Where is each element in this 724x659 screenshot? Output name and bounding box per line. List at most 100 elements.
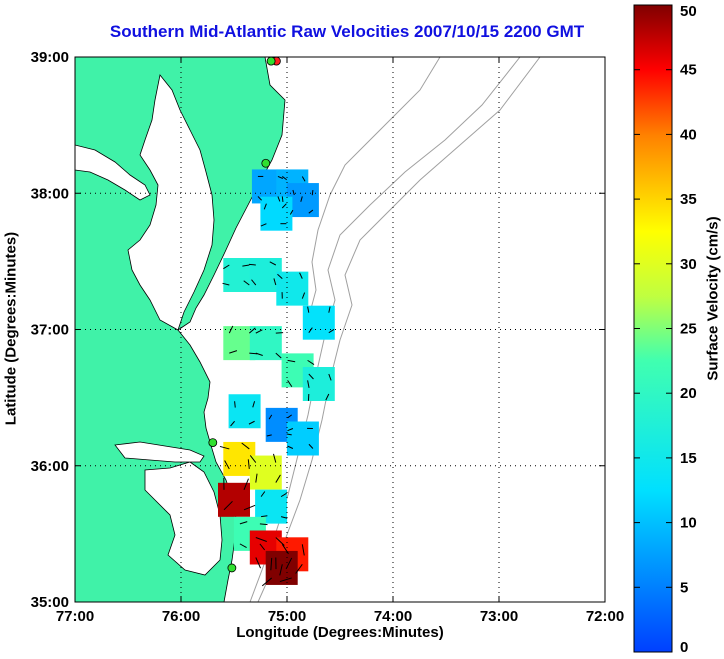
- radar-stations: [208, 57, 281, 573]
- velocity-field: [218, 169, 335, 587]
- velocity-arrow: [248, 263, 256, 266]
- velocity-arrow: [247, 459, 250, 469]
- velocity-arrow: [311, 190, 314, 196]
- x-axis-ticks: 77:00 76:00 75:00 74:00 73:00 72:00: [56, 57, 624, 625]
- velocity-arrow: [229, 350, 238, 354]
- velocity-arrow: [251, 279, 257, 286]
- colorbar-tick-label: 25: [680, 321, 697, 338]
- velocity-arrow: [230, 420, 235, 427]
- colorbar-tick-label: 40: [680, 126, 697, 143]
- velocity-cell: [249, 326, 282, 361]
- velocity-arrow: [273, 278, 277, 286]
- velocity-arrow: [308, 443, 314, 449]
- bathymetry-contour: [257, 57, 541, 602]
- colorbar-tick-label: 15: [680, 450, 697, 467]
- velocity-arrow: [243, 280, 250, 286]
- velocity-cell: [302, 367, 335, 401]
- x-tick-label: 77:00: [56, 608, 94, 625]
- x-tick-label: 76:00: [162, 608, 200, 625]
- velocity-arrow: [308, 209, 314, 214]
- velocity-arrow: [257, 196, 262, 201]
- velocity-arrow: [241, 442, 250, 450]
- velocity-arrow: [224, 460, 230, 470]
- velocity-arrow: [255, 557, 262, 569]
- velocity-arrow: [301, 544, 305, 556]
- y-axis-ticks: 39:00 38:00 37:00 36:00 35:00: [31, 49, 605, 611]
- x-axis-label: Longitude (Degrees:Minutes): [236, 624, 444, 641]
- velocity-arrow: [287, 445, 294, 449]
- colorbar-tick-label: 45: [680, 62, 697, 79]
- velocity-arrow: [242, 264, 250, 267]
- velocity-arrow: [289, 209, 294, 215]
- velocity-arrow: [259, 543, 266, 551]
- velocity-arrow: [287, 380, 293, 388]
- colorbar-tick-label: 5: [680, 579, 688, 596]
- velocity-arrow: [279, 564, 283, 576]
- velocity-arrow: [270, 557, 273, 571]
- velocity-arrow: [277, 196, 281, 202]
- x-tick-label: 72:00: [586, 608, 624, 625]
- y-tick-label: 37:00: [31, 322, 69, 339]
- velocity-arrow: [255, 473, 258, 483]
- velocity-arrow: [219, 445, 230, 450]
- velocity-arrow: [328, 328, 335, 334]
- y-tick-label: 38:00: [31, 185, 69, 202]
- x-tick-label: 75:00: [268, 608, 306, 625]
- velocity-arrow: [275, 352, 282, 359]
- velocity-arrow: [248, 327, 256, 334]
- x-tick-label: 73:00: [480, 608, 518, 625]
- velocity-arrow: [299, 272, 303, 279]
- velocity-arrow: [243, 504, 256, 511]
- velocity-arrow: [259, 523, 268, 526]
- velocity-arrow: [328, 373, 332, 381]
- velocity-arrow: [301, 292, 306, 299]
- velocity-cell: [260, 196, 293, 231]
- radar-station: [227, 563, 237, 573]
- velocity-arrow: [277, 175, 284, 179]
- radar-station: [266, 57, 276, 66]
- potomac-river: [75, 144, 151, 201]
- velocity-arrow: [287, 428, 294, 432]
- velocity-cell: [276, 271, 309, 306]
- velocity-arrow: [287, 414, 292, 419]
- colorbar-tick-label: 35: [680, 191, 697, 208]
- velocity-arrow: [300, 196, 303, 202]
- velocity-arrow: [287, 359, 296, 363]
- bathymetry-contour: [307, 57, 441, 321]
- radar-station: [208, 438, 218, 447]
- pamlico-sound: [144, 461, 223, 576]
- velocity-arrow: [223, 264, 230, 270]
- radar-station: [261, 158, 271, 168]
- velocity-arrow: [275, 537, 285, 546]
- velocity-arrow: [281, 203, 287, 209]
- velocity-arrow: [243, 478, 249, 490]
- colorbar: [633, 4, 673, 653]
- velocity-arrow: [279, 577, 292, 583]
- velocity-arrow: [255, 352, 263, 356]
- velocity-arrow: [228, 325, 234, 334]
- y-tick-label: 36:00: [31, 458, 69, 475]
- velocity-arrow: [223, 500, 233, 511]
- velocity-arrow: [308, 373, 314, 380]
- velocity-cell: [286, 421, 319, 456]
- y-axis-label: Latitude (Degrees:Minutes): [2, 231, 20, 426]
- velocity-arrow: [234, 401, 236, 408]
- velocity-arrow: [252, 401, 256, 408]
- velocity-arrow: [272, 453, 277, 463]
- velocity-arrow: [328, 306, 331, 313]
- velocity-arrow: [260, 223, 267, 227]
- velocity-arrow: [275, 332, 284, 334]
- velocity-arrow: [301, 176, 306, 182]
- velocity-arrow: [261, 577, 273, 587]
- colorbar-label: Surface Velocity (cm/s): [704, 216, 722, 381]
- colorbar-tick-label: 10: [680, 515, 697, 532]
- velocity-arrow: [307, 359, 315, 365]
- velocity-arrow: [281, 176, 287, 181]
- velocity-arrow: [261, 515, 268, 518]
- chesapeake-bay: [127, 74, 215, 331]
- x-tick-label: 74:00: [374, 608, 412, 625]
- velocity-arrow: [249, 352, 258, 355]
- chart-title: Southern Mid-Atlantic Raw Velocities 200…: [109, 22, 585, 41]
